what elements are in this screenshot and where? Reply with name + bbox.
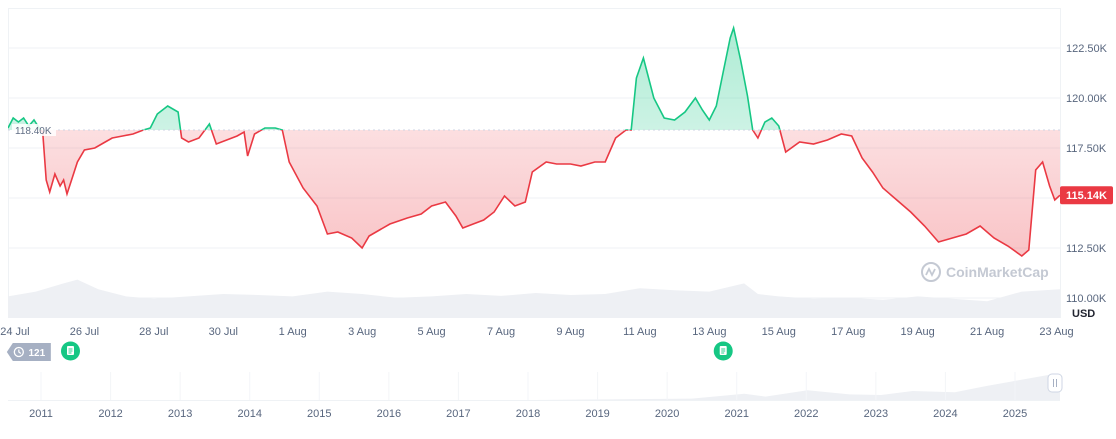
navigator-year-label: 2022: [794, 408, 818, 420]
coinmarketcap-watermark: CoinMarketCap: [921, 262, 1049, 282]
x-tick-label: 24 Jul: [0, 326, 29, 338]
price-area-below: [8, 130, 1060, 256]
volume-area: [8, 279, 1060, 318]
volume-shape: [8, 279, 1060, 318]
x-tick-label: 21 Aug: [970, 326, 1004, 338]
navigator-year-axis: 2011 2012 2013 2014 2015 2016 2017 2018 2019 2020…: [29, 372, 1027, 420]
x-tick-label: 7 Aug: [487, 326, 515, 338]
event-badges[interactable]: 121: [6, 341, 733, 362]
document-icon: [66, 346, 74, 355]
x-tick-label: 5 Aug: [418, 326, 446, 338]
navigator-handle[interactable]: [1047, 373, 1063, 393]
event-count-badge[interactable]: 121: [6, 343, 51, 361]
x-axis: 24 Jul 26 Jul 28 Jul 30 Jul 1 Aug 3 Aug 5 Aug 7…: [0, 326, 1073, 338]
price-area: [8, 28, 1060, 256]
x-tick-label: 15 Aug: [762, 326, 796, 338]
news-event-badge[interactable]: [60, 341, 80, 361]
x-tick-label: 19 Aug: [901, 326, 935, 338]
navigator-year-label: 2020: [655, 408, 679, 420]
y-axis: 122.50K120.00K117.50K115.00K112.50K110.0…: [1066, 43, 1108, 305]
news-event-badge[interactable]: [713, 341, 733, 361]
price-line-below: [39, 130, 1060, 258]
price-line: [8, 25, 1060, 258]
navigator-year-label: 2025: [1003, 408, 1027, 420]
current-price-label: 115.14K: [1066, 190, 1107, 202]
cmc-logo-icon: [921, 262, 941, 282]
y-tick-label: 110.00K: [1066, 293, 1107, 305]
y-tick-label: 122.50K: [1066, 43, 1108, 55]
clock-history-icon: [13, 346, 24, 358]
navigator-history-area: [8, 374, 1060, 400]
reference-price-label-bg: [12, 124, 56, 136]
x-tick-label: 17 Aug: [831, 326, 865, 338]
current-price-tag: [1060, 186, 1113, 205]
x-tick-label: 11 Aug: [623, 326, 656, 338]
reference-price-label: 118.40K: [15, 126, 52, 137]
x-tick-label: 3 Aug: [348, 326, 376, 338]
document-icon: [719, 346, 727, 355]
y-tick-label: 112.50K: [1066, 243, 1107, 255]
doc-sheet: [66, 346, 74, 355]
x-tick-label: 30 Jul: [209, 326, 238, 338]
navigator-year-label: 2018: [516, 408, 540, 420]
x-tick-label: 28 Jul: [139, 326, 168, 338]
x-tick-label: 9 Aug: [556, 326, 584, 338]
time-navigator[interactable]: 2011 2012 2013 2014 2015 2016 2017 2018 2019 2020…: [8, 370, 1063, 420]
navigator-year-label: 2021: [724, 408, 748, 420]
doc-sheet: [719, 346, 727, 355]
x-tick-label: 1 Aug: [279, 326, 307, 338]
navigator-year-label: 2011: [29, 408, 53, 420]
currency-label: USD: [1072, 308, 1095, 320]
y-tick-label: 117.50K: [1066, 143, 1107, 155]
navigator-year-label: 2012: [98, 408, 122, 420]
event-count-label: 121: [28, 348, 45, 359]
clock-circle: [13, 346, 24, 358]
navigator-year-label: 2016: [377, 408, 401, 420]
navigator-year-label: 2017: [446, 408, 470, 420]
navigator-year-label: 2014: [237, 408, 261, 420]
x-tick-label: 23 Aug: [1039, 326, 1073, 338]
x-tick-label: 26 Jul: [70, 326, 99, 338]
navigator-year-label: 2019: [585, 408, 609, 420]
x-tick-label: 13 Aug: [692, 326, 726, 338]
navigator-year-label: 2024: [933, 408, 957, 420]
navigator-year-label: 2015: [307, 408, 331, 420]
watermark-text: CoinMarketCap: [946, 264, 1049, 280]
navigator-year-label: 2013: [168, 408, 192, 420]
y-tick-label: 120.00K: [1066, 93, 1108, 105]
navigator-year-label: 2023: [864, 408, 888, 420]
clock-hands: [18, 349, 22, 354]
